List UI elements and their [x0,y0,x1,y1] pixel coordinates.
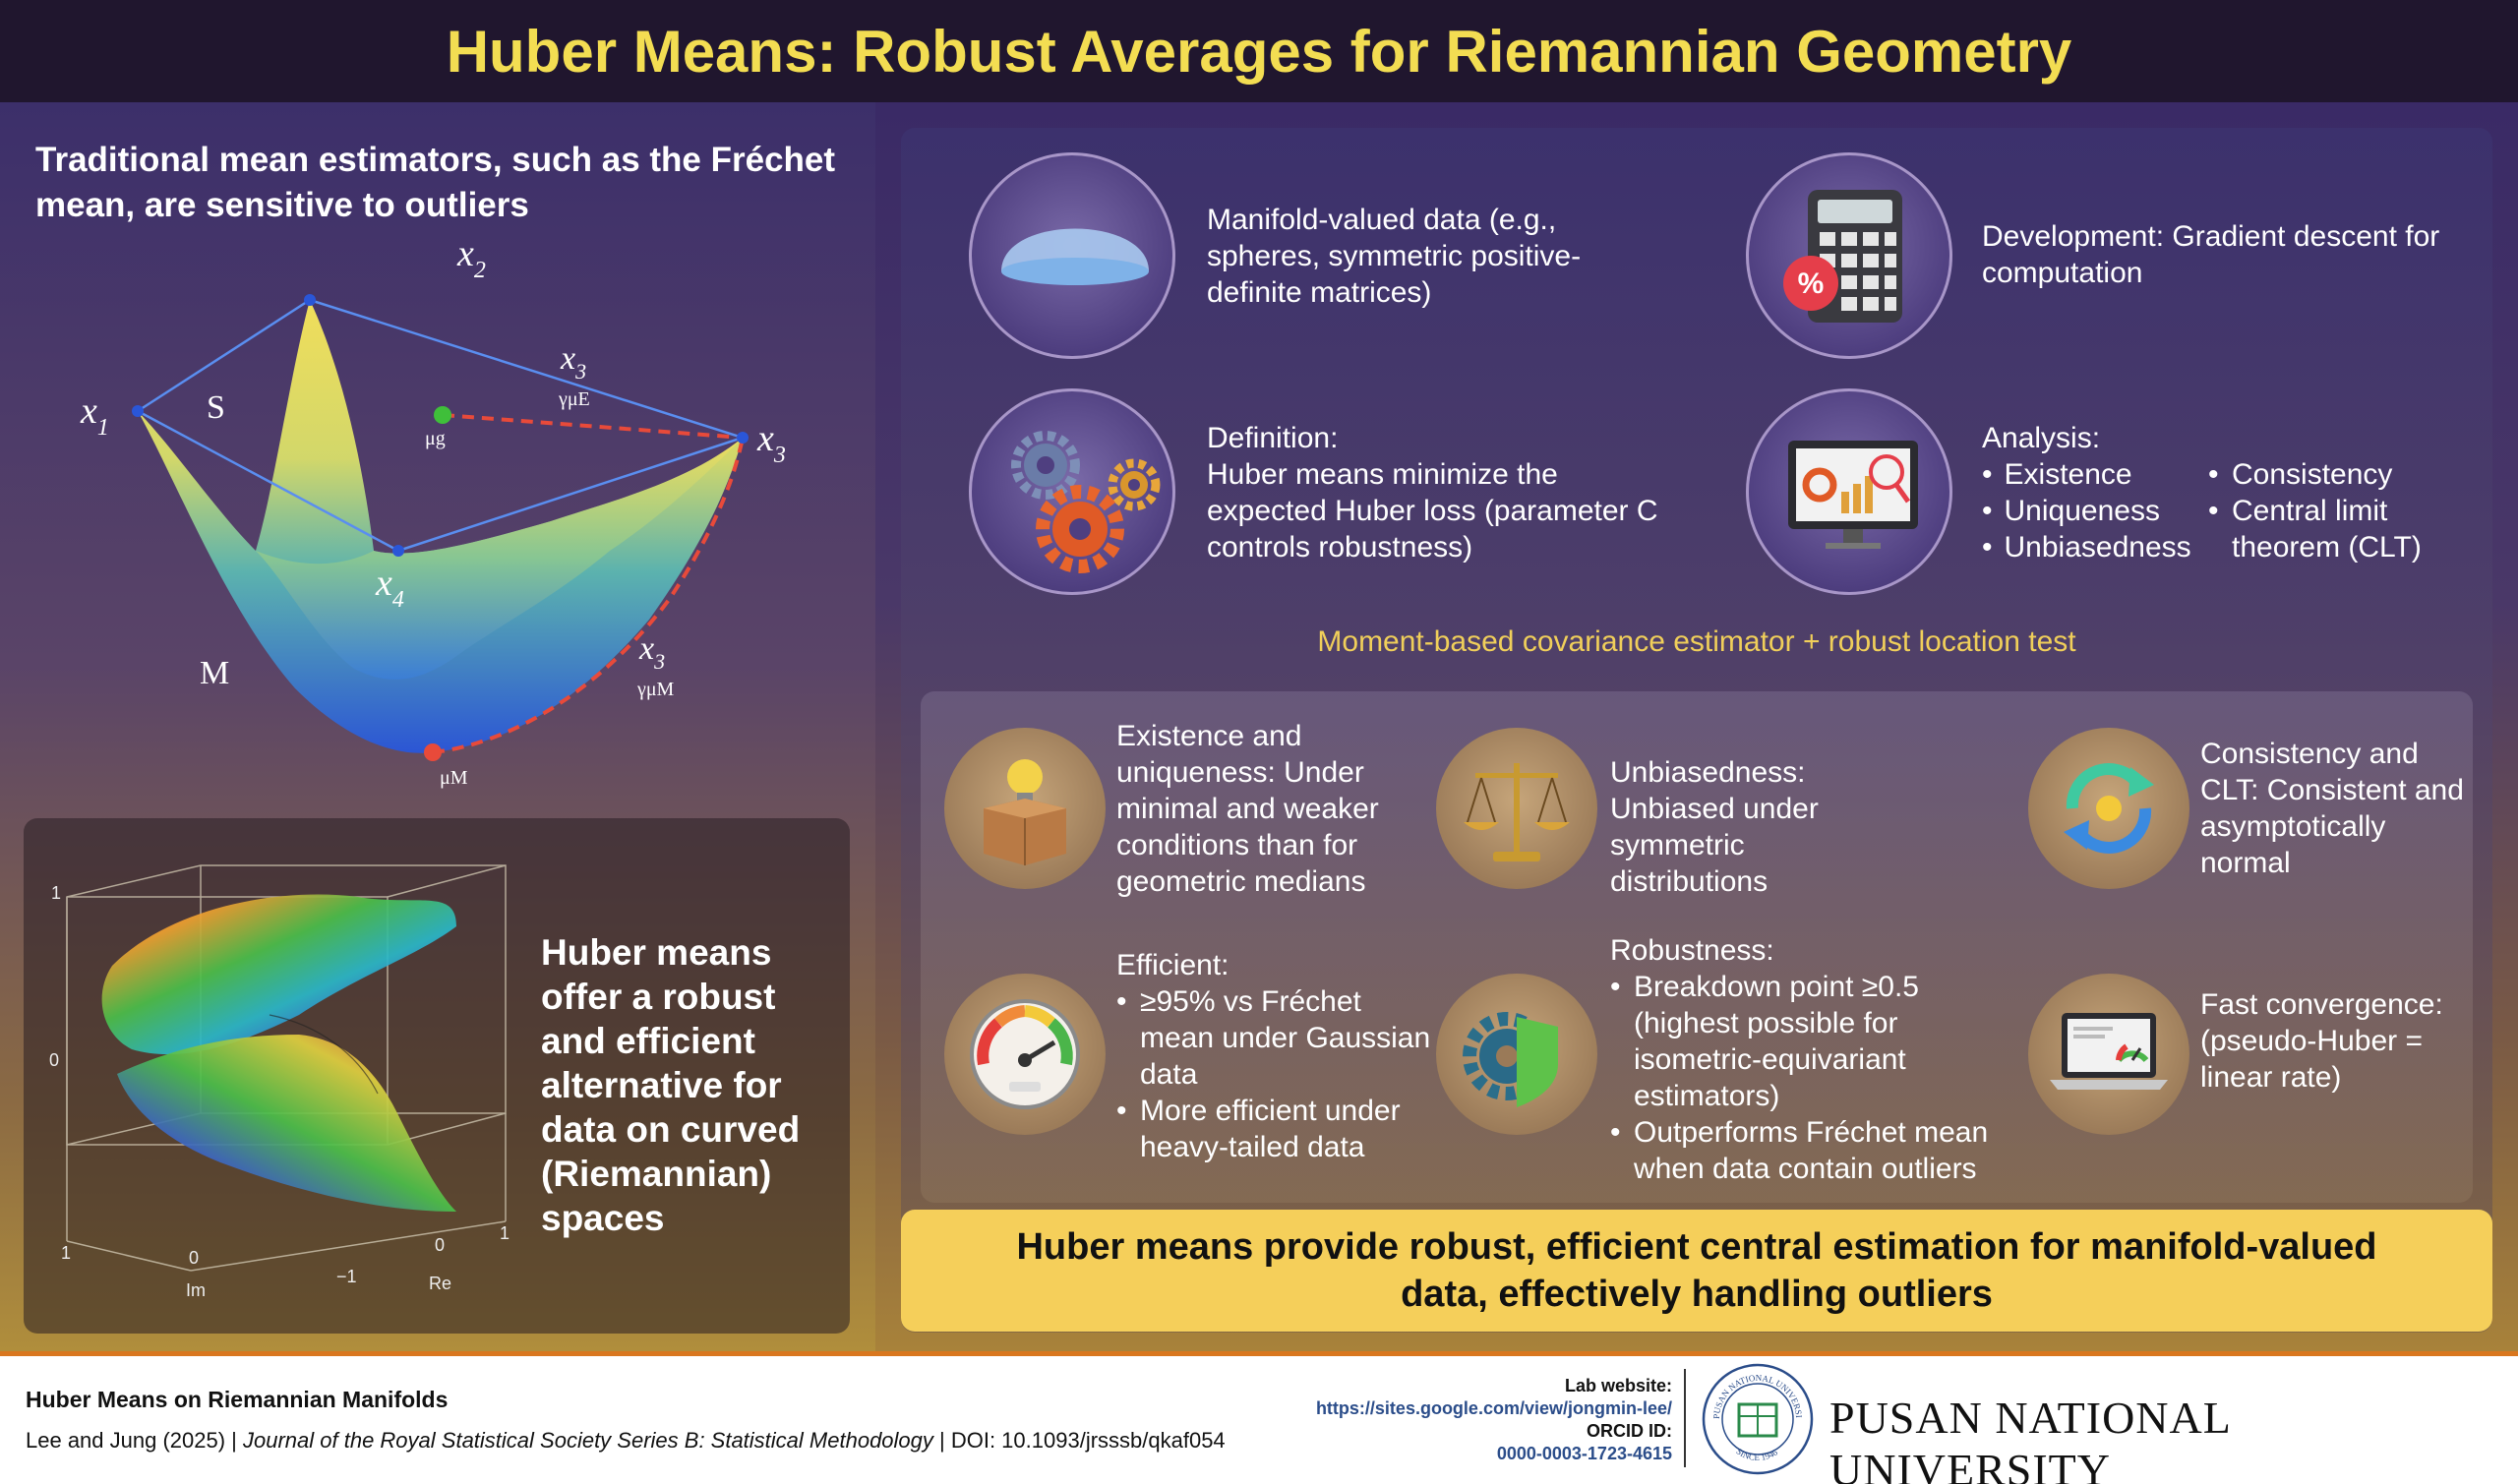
point-x2 [304,294,316,306]
citation-authors: Lee and Jung (2025) | [26,1428,243,1453]
item-analysis: Analysis: Existence Uniqueness Unbiasedn… [1982,420,2474,565]
item-definition: Definition: Huber means minimize the exp… [1207,420,1669,565]
gauge-icon [944,974,1106,1135]
svg-text:%: % [1798,267,1825,300]
analysis-col1: Existence Uniqueness Unbiasedness [1982,456,2208,565]
left-header: Traditional mean estimators, such as the… [35,141,836,224]
title-bar: Huber Means: Robust Averages for Riemann… [0,0,2518,102]
label-x3-manifold: x3 [638,630,665,674]
citation-journal: Journal of the Royal Statistical Society… [243,1428,933,1453]
tick-im-1: 1 [61,1243,71,1263]
label-gamma-mu-e: γμE [558,388,590,410]
label-x2: x2 [456,233,486,283]
analysis-title: Analysis: [1982,422,2101,454]
cycle-arrows-icon [2028,728,2189,889]
laptop-gauge-icon [2028,974,2189,1135]
analysis-item: Central limit theorem (CLT) [2208,493,2454,565]
item-development: Development: Gradient descent for comput… [1982,220,2440,289]
calculator-icon: % [1746,152,1952,359]
lab-label: Lab website: [1564,1376,1672,1395]
gears-icon [969,388,1175,595]
label-mu-M: μM [440,767,468,789]
university-seal-icon: PUSAN NATIONAL UNIVERSITY SINCE 1946 [1700,1361,1814,1475]
analysis-item: Consistency [2208,456,2454,493]
label-gamma-mu-m: γμM [636,679,675,700]
definition-title: Definition: [1207,422,1339,454]
tick-re-0: 0 [435,1235,445,1255]
gear-shield-icon [1436,974,1597,1135]
footer-divider [1684,1369,1686,1467]
label-S: S [207,389,225,426]
lightbulb-box-icon [944,728,1106,889]
efficient-item: ≥95% vs Fréchet mean under Gaussian data [1116,983,1431,1093]
tick-im-neg1: −1 [336,1267,357,1286]
point-x3 [737,432,749,444]
feature-efficient: Efficient: ≥95% vs Fréchet mean under Ga… [1116,947,1431,1165]
feature-convergence: Fast convergence: (pseudo-Huber = linear… [2200,988,2443,1094]
geodesic-euclidean [442,413,744,440]
manifold-surface [138,300,743,753]
citation-doi: | DOI: 10.1093/jrsssb/qkaf054 [932,1428,1226,1453]
axis-label-im: Im [186,1280,206,1300]
surface-upper-sheet [101,894,456,1055]
efficient-title: Efficient: [1116,949,1229,981]
robustness-title: Robustness: [1610,934,1774,967]
analysis-item: Unbiasedness [1982,529,2208,565]
surface-lower-sheet [117,1035,456,1212]
university-name: PUSAN NATIONAL UNIVERSITY [1829,1393,2231,1484]
point-x4 [392,545,404,557]
label-x3: x3 [756,418,786,468]
footer-lab-info: Lab website: https://sites.google.com/vi… [1180,1375,1672,1465]
label-mu-g: μg [425,428,446,449]
analysis-item: Existence [1982,456,2208,493]
feature-consistency: Consistency and CLT: Consistent and asym… [2200,738,2464,879]
label-x4: x4 [375,563,404,613]
robustness-item: Breakdown point ≥0.5 (highest possible f… [1610,969,2013,1114]
label-x3-euclidean: x3 [560,340,586,384]
label-x1: x1 [80,390,109,441]
manifold-diagram: x1 x2 x3 x4 x3 γμE x3 γμM S M μg μM [80,233,786,789]
feature-robustness: Robustness: Breakdown point ≥0.5 (highes… [1610,932,2013,1187]
complex-surface-plot: 1 0 1 0 −1 0 1 Im Re [49,864,510,1300]
analysis-col2: Consistency Central limit theorem (CLT) [2208,456,2454,565]
robustness-list: Breakdown point ≥0.5 (highest possible f… [1610,969,2013,1187]
robustness-item: Outperforms Fréchet mean when data conta… [1610,1114,2013,1187]
point-x1 [132,405,144,417]
lab-url-link[interactable]: https://sites.google.com/view/jongmin-le… [1315,1398,1672,1418]
feature-unbiasedness: Unbiasedness: Unbiased under symmetric d… [1610,756,1819,898]
monitor-analytics-icon [1746,388,1952,595]
efficient-list: ≥95% vs Fréchet mean under Gaussian data… [1116,983,1431,1165]
label-M: M [200,655,229,691]
page-title: Huber Means: Robust Averages for Riemann… [446,18,2072,85]
moment-line: Moment-based covariance estimator + robu… [1317,625,2076,658]
conclusion-banner: Huber means provide robust, efficient ce… [901,1210,2492,1332]
manifold-surface-front [256,438,743,680]
tick-im-0: 0 [189,1248,199,1268]
definition-text: Huber means minimize the expected Huber … [1207,458,1658,564]
analysis-item: Uniqueness [1982,493,2208,529]
tick-re-1: 1 [500,1223,510,1243]
scales-icon [1436,728,1597,889]
tick-z-0: 0 [49,1050,59,1070]
conclusion-text: Huber means provide robust, efficient ce… [1016,1226,2377,1315]
tick-z-1: 1 [51,883,61,903]
item-manifold-data: Manifold-valued data (e.g., spheres, sym… [1207,204,1582,309]
orcid-label: ORCID ID: [1587,1421,1672,1441]
dome-icon [969,152,1175,359]
footer-paper-title: Huber Means on Riemannian Manifolds [26,1387,449,1412]
axis-label-re: Re [429,1274,451,1293]
point-mu-g [434,406,451,424]
feature-existence: Existence and uniqueness: Under minimal … [1116,720,1379,898]
footer [0,1351,2518,1484]
orcid-link[interactable]: 0000-0003-1723-4615 [1496,1444,1672,1463]
efficient-item: More efficient under heavy-tailed data [1116,1093,1431,1165]
point-mu-M [424,743,442,761]
footer-citation: Lee and Jung (2025) | Journal of the Roy… [26,1428,1226,1454]
plot-caption: Huber means offer a robust and efficient… [541,932,801,1238]
